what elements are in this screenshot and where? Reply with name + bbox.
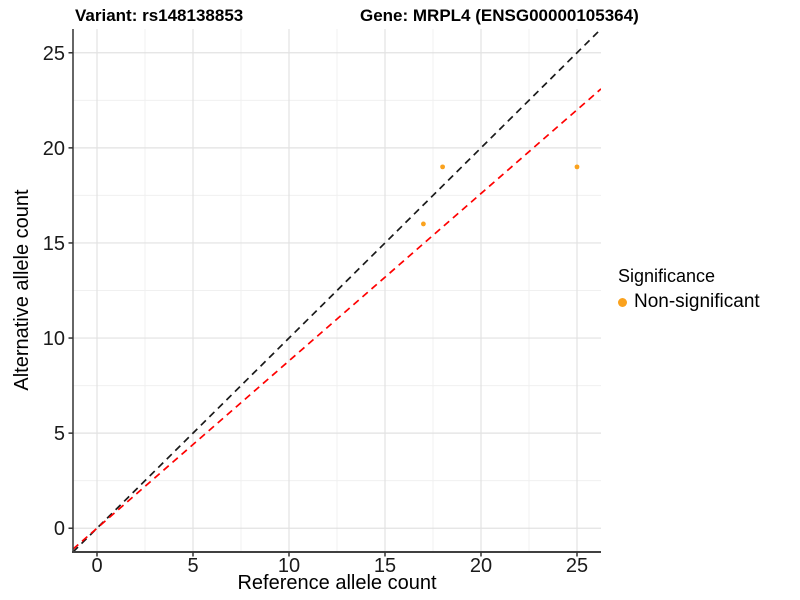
data-point	[574, 164, 580, 170]
x-axis-title: Reference allele count	[237, 572, 437, 594]
y-axis-title: Alternative allele count	[11, 189, 33, 391]
x-tick-label: 5	[187, 555, 198, 577]
plot-title-variant: Variant: rs148138853	[75, 6, 244, 25]
x-tick-label: 10	[278, 555, 300, 577]
y-tick-label: 25	[43, 43, 65, 65]
plot-title-gene: Gene: MRPL4 (ENSG00000105364)	[360, 6, 639, 25]
y-tick-label: 20	[43, 138, 65, 160]
y-tick-label: 0	[54, 518, 65, 540]
x-tick-label: 25	[566, 555, 588, 577]
legend-point-icon	[618, 297, 627, 307]
data-point	[440, 164, 445, 170]
data-point	[421, 221, 426, 227]
legend-item-label: Non-significant	[634, 291, 760, 312]
x-tick-label: 20	[470, 555, 492, 577]
y-tick-label: 5	[54, 423, 65, 445]
y-tick-label: 10	[43, 328, 65, 350]
identity-line	[73, 29, 601, 552]
y-tick-label: 15	[43, 233, 65, 255]
regression-line	[73, 88, 601, 550]
legend-title: Significance	[618, 266, 716, 286]
legend-item-non-significant: Non-significant	[618, 291, 760, 313]
x-tick-label: 0	[91, 555, 102, 577]
x-tick-label: 15	[374, 555, 396, 577]
legend: Significance Non-significant	[618, 266, 760, 313]
